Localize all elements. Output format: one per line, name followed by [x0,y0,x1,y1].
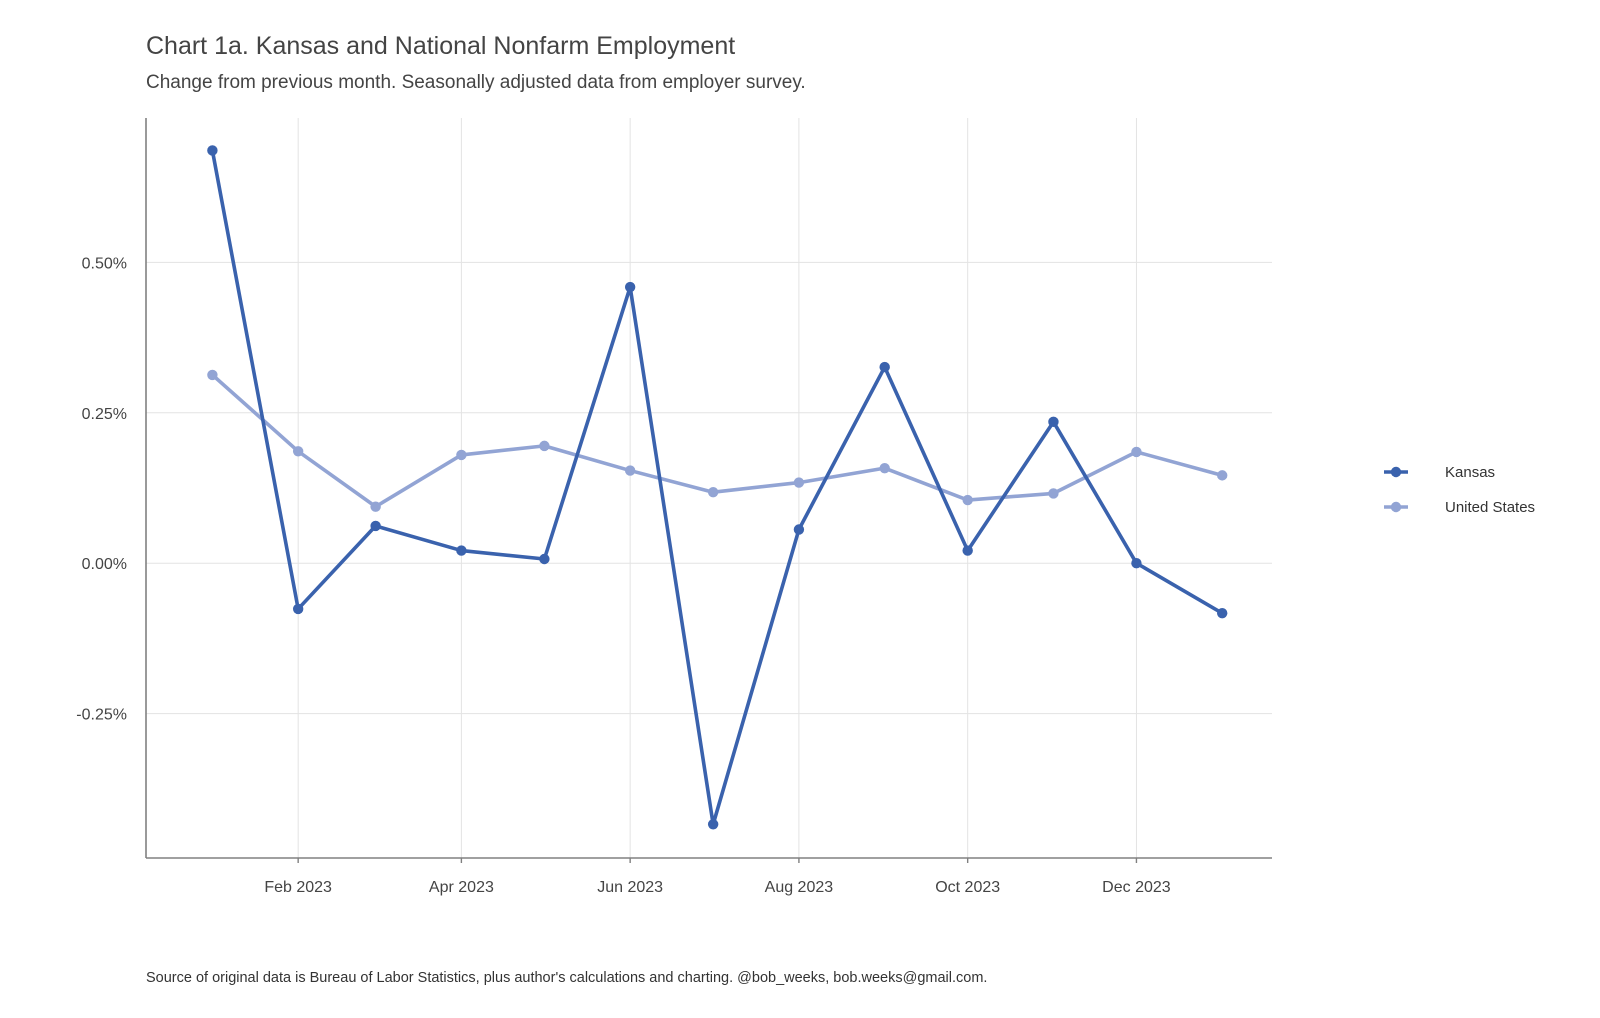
chart-title: Chart 1a. Kansas and National Nonfarm Em… [146,32,735,60]
y-tick-label: 0.25% [82,406,127,423]
data-point-united-states [793,477,805,488]
data-point-kansas [292,603,304,615]
axes: 0.50% 0.25% 0.00% -0.25% Feb 2023 Apr 2023 Jun… [76,118,1272,896]
legend-swatch-point [1390,501,1402,513]
data-point-kansas [370,520,381,532]
series-line-united-states [210,373,1224,509]
data-point-kansas [539,553,550,565]
y-tick-label: -0.25% [76,707,127,724]
gridlines [146,118,1272,858]
legend-label: United States [1445,499,1535,516]
data-point-united-states [370,501,381,512]
x-tick-label: Apr 2023 [429,879,494,896]
legend-item-united-states: United States [1384,499,1535,516]
data-point-kansas [1217,607,1228,619]
series-united-states [207,369,1228,512]
y-tick-label: 0.50% [82,255,127,272]
data-point-kansas [1131,558,1142,569]
series-kansas [207,145,1228,830]
x-tick-label: Jun 2023 [597,879,663,896]
data-series [207,145,1228,830]
data-point-united-states [1131,446,1142,458]
chart-caption: Source of original data is Bureau of Lab… [146,970,987,986]
x-tick-label: Aug 2023 [765,879,834,896]
data-point-kansas [962,545,973,556]
x-tick-label: Feb 2023 [264,879,332,896]
data-point-kansas [456,545,467,556]
data-point-united-states [1048,488,1059,499]
data-point-kansas [624,281,636,293]
legend: Kansas United States [1384,464,1535,516]
data-point-united-states [879,462,890,474]
data-point-kansas [793,524,805,535]
x-tick-label: Dec 2023 [1102,879,1171,896]
data-point-kansas [879,361,890,373]
legend-label: Kansas [1445,464,1495,481]
data-point-united-states [456,449,467,461]
data-point-united-states [962,494,973,506]
data-point-kansas [207,145,218,156]
data-point-united-states [707,487,719,498]
data-point-united-states [1217,470,1228,481]
data-point-united-states [207,369,218,381]
data-point-united-states [624,465,636,476]
data-point-united-states [292,446,304,457]
legend-swatch-point [1390,466,1402,478]
data-point-kansas [1048,416,1059,428]
x-tick-label: Oct 2023 [935,879,1000,896]
chart-subtitle: Change from previous month. Seasonally a… [146,72,806,93]
legend-item-kansas: Kansas [1384,464,1495,481]
data-point-kansas [707,819,719,830]
y-tick-label: 0.00% [82,556,127,573]
series-line-kansas [210,148,1224,827]
data-point-united-states [539,440,550,452]
